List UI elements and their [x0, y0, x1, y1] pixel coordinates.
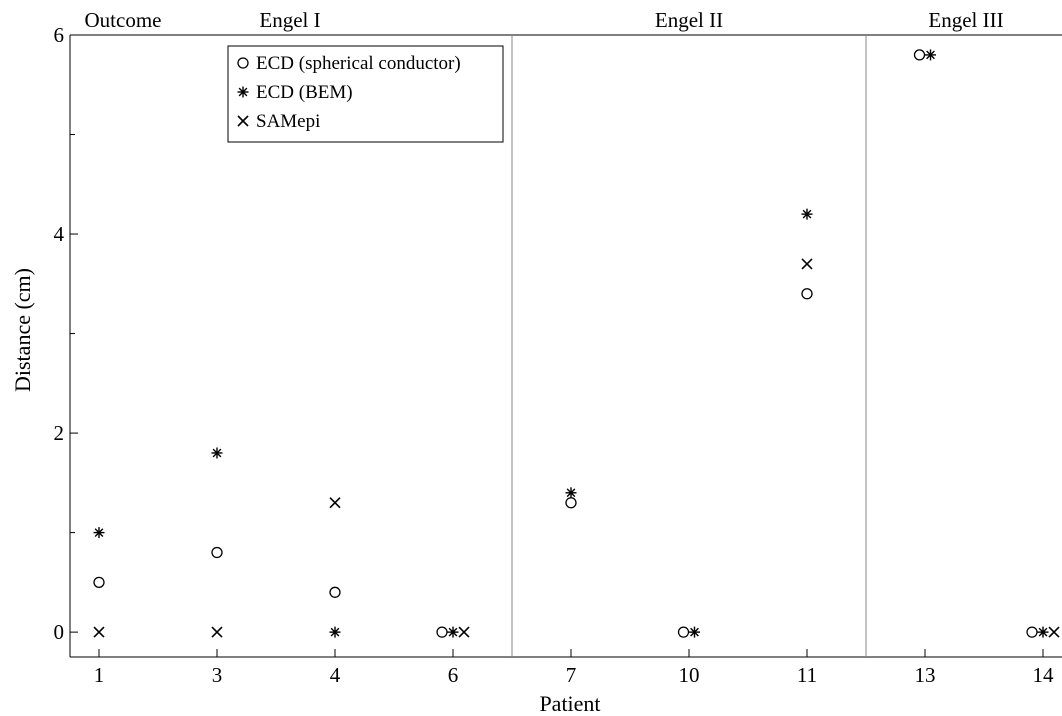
group-label: Engel III	[928, 8, 1003, 32]
data-point-circle	[565, 497, 577, 509]
x-tick-label: 3	[212, 663, 223, 687]
y-axis-label: Distance (cm)	[10, 268, 35, 392]
y-tick-label: 4	[54, 222, 65, 246]
x-tick-label: 7	[566, 663, 577, 687]
cross-stroke	[458, 626, 470, 638]
data-point-circle	[801, 288, 813, 300]
group-label: Engel I	[259, 8, 320, 32]
x-axis-label: Patient	[539, 691, 600, 716]
legend-marker-cross	[237, 115, 249, 127]
data-point-cross	[458, 626, 470, 638]
legend-marker-circle	[237, 57, 249, 69]
data-point-cross	[1048, 626, 1060, 638]
asterisk-stroke	[1038, 627, 1048, 637]
cross-stroke	[211, 626, 223, 638]
asterisk-stroke	[330, 627, 340, 637]
data-point-circle	[93, 576, 105, 589]
x-tick-label: 14	[1033, 663, 1055, 687]
x-tick-label: 11	[797, 663, 817, 687]
asterisk-stroke	[926, 50, 935, 60]
asterisk-stroke	[802, 209, 812, 219]
asterisk-stroke	[448, 627, 458, 637]
data-point-asterisk	[565, 487, 577, 499]
legend-label: ECD (spherical conductor)	[256, 53, 461, 74]
x-tick-label: 6	[448, 663, 459, 687]
x-tick-label: 10	[679, 663, 700, 687]
legend-label: SAMepi	[256, 111, 320, 132]
data-point-circle	[211, 546, 223, 559]
data-point-asterisk	[329, 626, 341, 638]
legend-label: ECD (BEM)	[256, 82, 353, 103]
data-point-asterisk	[689, 626, 700, 638]
asterisk-stroke	[94, 528, 104, 537]
group-dividers	[511, 35, 867, 657]
cross-stroke	[1048, 626, 1060, 638]
legend-box	[227, 45, 504, 143]
data-point-asterisk	[801, 208, 813, 220]
x-tick-label: 13	[915, 663, 936, 687]
data-markers	[93, 49, 1060, 638]
y-tick-label: 2	[54, 421, 65, 445]
y-tick-label: 6	[54, 23, 65, 47]
data-point-cross	[211, 626, 223, 638]
plot-frame	[69, 34, 1062, 658]
legend-marker-asterisk	[237, 86, 249, 98]
legend: ECD (spherical conductor) ECD (BEM) SAMepi	[227, 45, 504, 143]
data-point-cross	[329, 497, 341, 509]
data-point-asterisk	[211, 447, 223, 459]
data-point-asterisk	[1037, 626, 1049, 638]
data-point-asterisk	[93, 527, 105, 539]
data-point-circle	[436, 626, 448, 638]
cross-stroke	[93, 626, 105, 638]
asterisk-stroke	[566, 488, 576, 498]
data-point-asterisk	[925, 49, 936, 61]
data-point-circle	[677, 626, 690, 638]
data-point-circle	[1026, 626, 1038, 638]
x-tick-label: 4	[330, 663, 341, 687]
y-tick-label: 0	[54, 620, 65, 644]
data-point-cross	[93, 626, 105, 638]
data-point-cross	[801, 258, 813, 270]
data-point-circle	[329, 586, 341, 598]
asterisk-stroke	[212, 448, 222, 458]
asterisk-stroke	[238, 87, 248, 97]
outcome-header: Outcome	[85, 8, 162, 32]
x-tick-label: 1	[94, 663, 105, 687]
data-point-asterisk	[447, 626, 459, 638]
cross-stroke	[329, 497, 341, 509]
cross-stroke	[237, 115, 249, 127]
data-point-circle	[913, 49, 926, 61]
asterisk-stroke	[690, 627, 699, 637]
group-label: Engel II	[655, 8, 723, 32]
cross-stroke	[801, 258, 813, 270]
